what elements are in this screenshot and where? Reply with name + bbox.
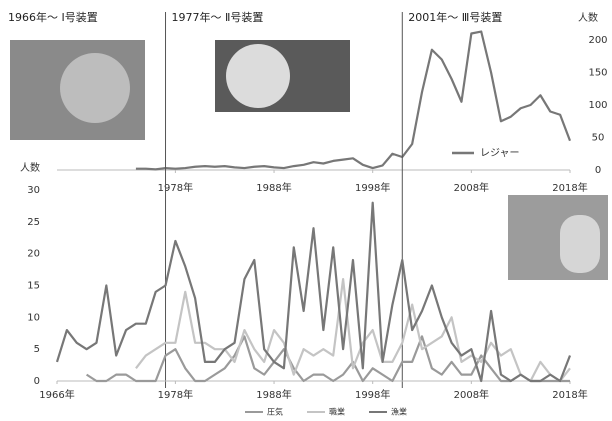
x-tick-label: 1978年	[158, 181, 193, 194]
annotation: 1966年～ Ⅰ号装置	[8, 10, 98, 24]
y-axis-title: 人数	[20, 161, 40, 174]
x-tick-label: 1998年	[355, 181, 390, 194]
y-tick-label: 5	[34, 344, 40, 355]
y-tick-label: 100	[588, 100, 607, 111]
y-tick-label: 10	[27, 312, 40, 323]
y-tick-label: 15	[27, 281, 40, 292]
y-tick-label: 25	[27, 217, 40, 228]
photo-detail	[226, 44, 290, 108]
y-axis-title: 人数	[578, 11, 598, 24]
y-tick-label: 150	[588, 68, 607, 79]
legend-label: 職業	[329, 407, 345, 417]
y-tick-label: 30	[27, 185, 40, 196]
y-tick-label: 20	[27, 249, 40, 260]
annotation: 2001年～ Ⅲ号装置	[408, 10, 502, 24]
photo-detail	[60, 53, 130, 123]
x-tick-label: 1988年	[256, 181, 291, 194]
x-tick-label: 1966年	[39, 388, 74, 401]
x-tick-label: 2018年	[552, 388, 587, 401]
x-tick-label: 1998年	[355, 388, 390, 401]
photo-detail	[560, 215, 600, 273]
x-tick-label: 2008年	[454, 181, 489, 194]
x-tick-label: 2008年	[454, 388, 489, 401]
legend-label: 漁業	[391, 407, 407, 417]
y-tick-label: 200	[588, 35, 607, 46]
legend-label: レジャー	[480, 148, 520, 159]
y-tick-label: 0	[34, 376, 40, 387]
annotation: 1977年～ Ⅱ号装置	[172, 10, 264, 24]
y-tick-label: 50	[592, 133, 605, 144]
chart: 050100150200人数1978年1988年1998年2008年2018年レ…	[0, 0, 612, 421]
y-tick-label: 0	[595, 165, 601, 176]
x-tick-label: 1988年	[256, 388, 291, 401]
legend-label: 圧気	[267, 407, 283, 417]
x-tick-label: 2018年	[552, 181, 587, 194]
x-tick-label: 1978年	[158, 388, 193, 401]
